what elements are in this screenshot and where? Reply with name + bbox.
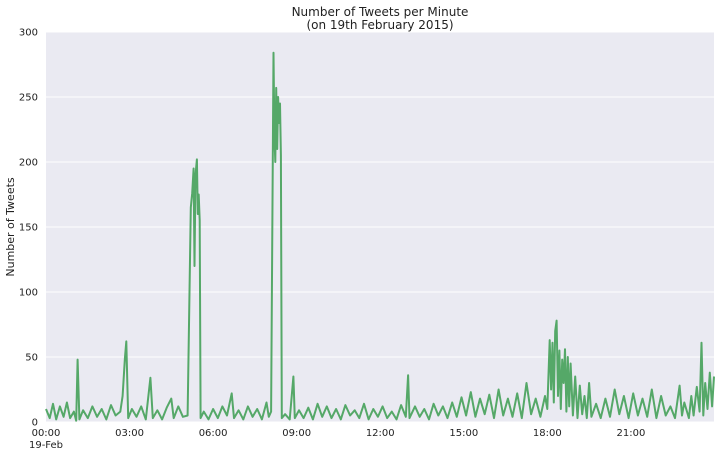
x-tick-label: 15:00	[449, 428, 478, 439]
y-tick-label: 100	[19, 288, 38, 299]
x-tick-label: 00:00	[32, 428, 61, 439]
grid-lines	[46, 31, 714, 423]
chart-title-line-2: (on 19th February 2015)	[306, 18, 453, 32]
y-tick-label: 150	[19, 223, 38, 234]
y-axis-ticks: 0 50 100 150 200 250 300	[19, 28, 38, 429]
x-tick-label: 18:00	[533, 428, 562, 439]
x-axis-date-label: 19-Feb	[29, 440, 63, 451]
tweet-count-line	[45, 51, 715, 422]
x-tick-label: 12:00	[366, 428, 395, 439]
chart-title-line-1: Number of Tweets per Minute	[292, 5, 469, 19]
x-axis-ticks: 00:00 03:00 06:00 09:00 12:00 15:00 18:00 21:00	[32, 428, 646, 439]
y-tick-label: 50	[25, 353, 38, 364]
x-tick-label: 06:00	[199, 428, 228, 439]
x-tick-label: 21:00	[616, 428, 645, 439]
x-tick-label: 09:00	[282, 428, 311, 439]
y-tick-label: 200	[19, 158, 38, 169]
y-tick-label: 300	[19, 28, 38, 39]
y-tick-label: 0	[32, 418, 38, 429]
y-tick-label: 250	[19, 93, 38, 104]
x-tick-label: 03:00	[115, 428, 144, 439]
y-axis-label: Number of Tweets	[4, 177, 17, 277]
